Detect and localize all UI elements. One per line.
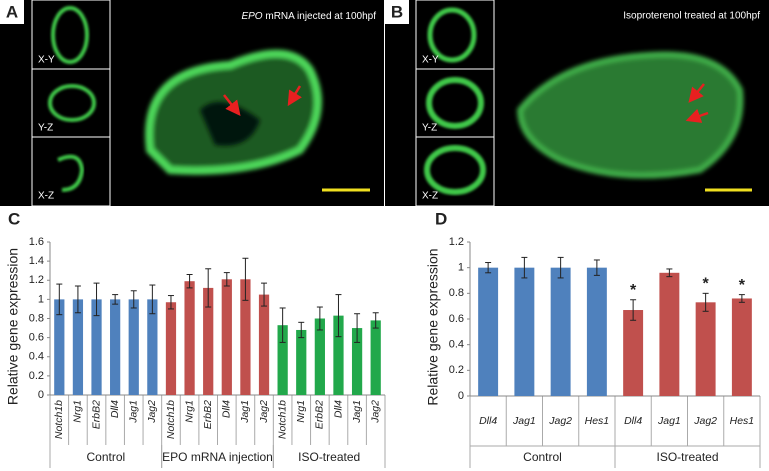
bar xyxy=(258,294,270,395)
bar xyxy=(147,299,158,395)
x-tick-label: Dll4 xyxy=(109,400,121,418)
y-tick-label: 0 xyxy=(38,389,44,401)
group-label: EPO mRNA injection xyxy=(162,450,273,464)
x-tick-label: Nrg1 xyxy=(295,400,307,423)
y-tick-label: 1.2 xyxy=(449,236,464,248)
y-tick-label: 1.6 xyxy=(29,236,44,248)
x-tick-label: ErbB2 xyxy=(90,400,102,429)
bar xyxy=(514,267,535,396)
x-tick-label: Hes1 xyxy=(585,415,610,427)
group-label: Control xyxy=(86,450,125,464)
x-tick-label: Dll4 xyxy=(332,400,344,418)
y-tick-label: 0.4 xyxy=(29,351,44,363)
bar xyxy=(165,302,177,395)
x-tick-label: Jag1 xyxy=(657,415,681,427)
panel-label: D xyxy=(435,209,447,228)
panel-label: C xyxy=(8,209,20,228)
y-tick-label: 0.4 xyxy=(449,339,464,351)
bar xyxy=(91,299,102,395)
bar xyxy=(128,299,139,395)
x-tick-label: ErbB2 xyxy=(314,400,326,429)
bar xyxy=(72,299,84,395)
x-tick-label: Jag1 xyxy=(351,400,363,424)
image-annotation: Isoproterenol treated at 100hpf xyxy=(623,11,760,22)
bar xyxy=(314,318,325,395)
bar xyxy=(623,310,644,396)
bar xyxy=(731,298,752,396)
view-label: X-Z xyxy=(38,191,54,202)
group-label: ISO-treated xyxy=(656,450,718,464)
x-tick-label: Nrg1 xyxy=(183,400,195,423)
bar xyxy=(695,302,716,396)
bar xyxy=(54,299,65,395)
bar xyxy=(203,287,214,395)
x-tick-label: Jag2 xyxy=(146,400,158,424)
x-tick-label: Jag2 xyxy=(258,400,270,424)
bar xyxy=(296,329,307,395)
x-tick-label: Jag1 xyxy=(239,400,251,424)
y-tick-label: 0.2 xyxy=(29,370,44,382)
panel-b-images: B Isoproterenol treated at 100hpf X-Y Y-… xyxy=(385,0,769,207)
panel-a-images: A EPO mRNA injected at 100hpf X-Y Y-Z X-… xyxy=(0,0,384,207)
bar xyxy=(659,272,680,396)
x-tick-label: Jag1 xyxy=(128,400,140,424)
x-tick-label: Nrg1 xyxy=(72,400,84,423)
x-tick-label: Notch1b xyxy=(276,400,288,439)
significance-label: * xyxy=(739,277,746,294)
x-tick-label: Jag2 xyxy=(369,400,381,424)
y-tick-label: 1.4 xyxy=(29,255,44,267)
y-tick-label: 1.2 xyxy=(29,274,44,286)
group-label: ISO-treated xyxy=(298,450,360,464)
x-tick-label: Jag2 xyxy=(548,415,572,427)
x-tick-label: Dll4 xyxy=(221,400,233,418)
x-tick-label: Jag2 xyxy=(693,415,717,427)
image-annotation: EPO mRNA injected at 100hpf xyxy=(241,11,376,22)
view-label: Y-Z xyxy=(422,123,437,134)
y-tick-label: 0.2 xyxy=(449,364,464,376)
bar xyxy=(333,315,344,395)
view-label: X-Y xyxy=(38,55,55,66)
annotation-text: mRNA injected at 100hpf xyxy=(263,11,377,22)
y-tick-label: 0.8 xyxy=(449,287,464,299)
panel-label: A xyxy=(6,2,18,21)
x-tick-label: ErbB2 xyxy=(202,400,214,429)
view-label: Y-Z xyxy=(38,123,53,134)
x-tick-label: Dll4 xyxy=(624,415,642,427)
y-axis-label: Relative gene expression xyxy=(5,248,21,405)
x-tick-label: Notch1b xyxy=(165,400,177,439)
bar xyxy=(370,320,381,395)
bar xyxy=(550,267,571,396)
bar xyxy=(184,281,195,395)
view-label: X-Z xyxy=(422,191,438,202)
panel-label: B xyxy=(391,2,403,21)
significance-label: * xyxy=(630,282,637,299)
y-tick-label: 0 xyxy=(458,390,464,402)
x-tick-label: Jag1 xyxy=(512,415,536,427)
x-tick-label: Hes1 xyxy=(730,415,755,427)
group-label: Control xyxy=(523,450,562,464)
x-tick-label: Dll4 xyxy=(479,415,497,427)
bar xyxy=(110,299,121,395)
x-tick-label: Notch1b xyxy=(53,400,65,439)
y-tick-label: 0.8 xyxy=(29,312,44,324)
y-tick-label: 1 xyxy=(38,293,44,305)
y-tick-label: 0.6 xyxy=(29,332,44,344)
significance-label: * xyxy=(703,276,710,293)
bar xyxy=(277,325,288,395)
bar xyxy=(586,267,607,396)
annotation-italic: EPO xyxy=(241,11,262,22)
bar xyxy=(478,267,499,396)
y-tick-label: 0.6 xyxy=(449,313,464,325)
bar xyxy=(240,279,251,395)
bar xyxy=(221,279,232,395)
y-axis-label: Relative gene expression xyxy=(425,248,441,405)
bar xyxy=(351,328,363,395)
y-tick-label: 1 xyxy=(458,262,464,274)
view-label: X-Y xyxy=(422,55,439,66)
